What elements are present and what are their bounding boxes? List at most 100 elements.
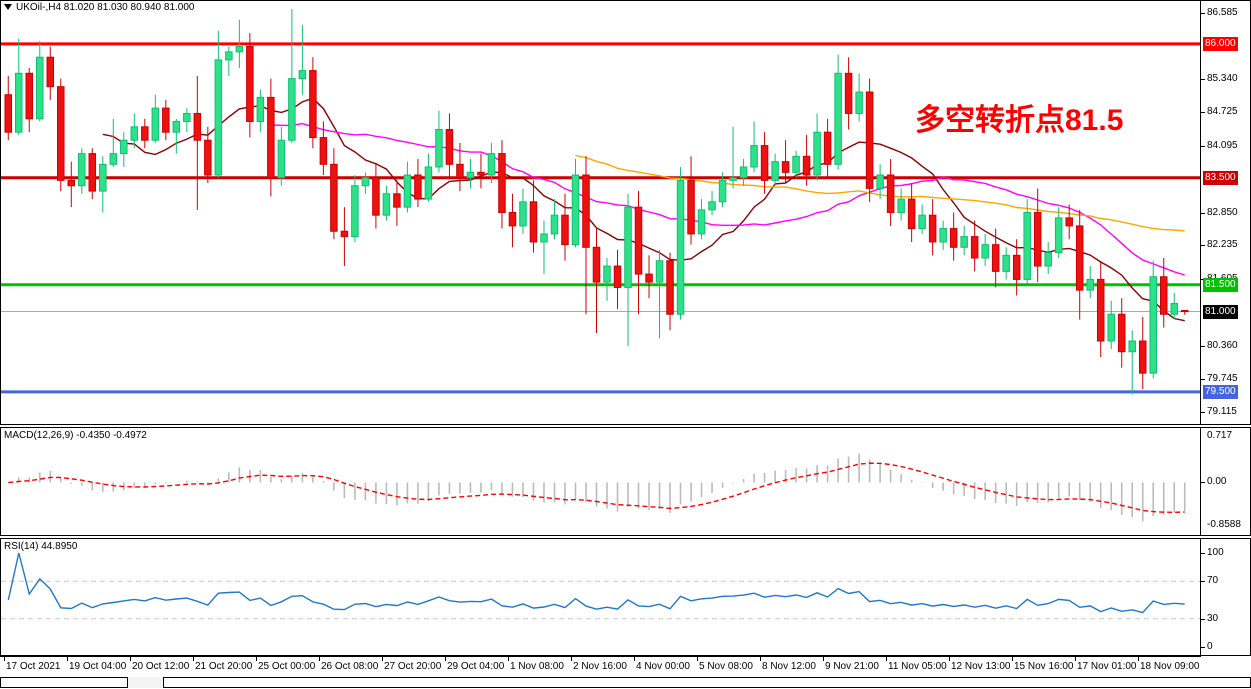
axis-tick: [1201, 345, 1205, 347]
candle-body: [477, 171, 485, 176]
price-tag[interactable]: 83.500: [1203, 170, 1238, 185]
axis-label: 70: [1207, 575, 1219, 587]
horizontal-scrollbar[interactable]: [0, 676, 1251, 689]
candle-body: [844, 72, 853, 114]
time-tick: [1075, 656, 1076, 661]
candle-body: [466, 171, 475, 179]
time-label: 26 Oct 08:00: [321, 661, 379, 672]
time-tick: [1138, 656, 1139, 661]
candle-body: [582, 174, 590, 248]
candle-body: [1065, 217, 1073, 227]
candle-body: [340, 230, 349, 238]
time-label: 8 Nov 12:00: [762, 661, 816, 672]
candle-body: [939, 228, 947, 243]
time-tick: [67, 656, 68, 661]
price-plot-area[interactable]: [1, 1, 1200, 424]
candle-body: [697, 209, 706, 235]
candle-body: [540, 233, 548, 243]
time-tick: [1012, 656, 1013, 661]
candle-body: [25, 72, 34, 120]
macd-title: MACD(12,26,9) -0.4350 -0.4972: [4, 430, 147, 441]
candle-body: [897, 198, 905, 213]
candle-body: [246, 46, 254, 122]
candle-body: [88, 153, 97, 192]
candle-body: [781, 161, 790, 173]
candle-body: [109, 153, 118, 165]
axis-label: 84.095: [1207, 139, 1238, 151]
candle-body: [393, 193, 401, 208]
axis-tick: [1201, 378, 1205, 380]
candle-body: [36, 56, 44, 120]
candle-body: [256, 96, 265, 122]
candle-body: [172, 120, 181, 133]
time-label: 18 Nov 09:00: [1140, 661, 1200, 672]
rsi-panel[interactable]: RSI(14) 44.8950 100 70 30 0: [0, 538, 1251, 656]
axis-label: 0: [1207, 641, 1213, 652]
candle-body: [865, 91, 874, 189]
candle-body: [687, 179, 695, 235]
price-tag[interactable]: 81.000: [1203, 304, 1238, 319]
scrollbar-thumb-right[interactable]: [163, 677, 1251, 688]
price-axis[interactable]: 86.58585.34084.72584.09582.85082.23581.6…: [1200, 1, 1250, 424]
price-tag[interactable]: 81.500: [1203, 277, 1238, 292]
time-tick: [256, 656, 257, 661]
price-tag[interactable]: 86.000: [1203, 36, 1238, 51]
macd-plot-area[interactable]: [1, 428, 1200, 535]
rsi-axis[interactable]: 100 70 30 0: [1200, 539, 1250, 655]
rsi-plot-area[interactable]: [1, 539, 1200, 655]
candle-body: [561, 214, 569, 246]
price-candles: [1, 9, 1200, 395]
candle-body: [1180, 309, 1189, 313]
time-label: 12 Nov 13:00: [951, 661, 1011, 672]
candle-body: [309, 70, 317, 139]
candle-body: [435, 129, 443, 168]
candle-body: [876, 174, 884, 189]
candle-body: [834, 72, 842, 165]
time-tick: [445, 656, 446, 661]
candle-body: [298, 70, 307, 80]
candle-body: [718, 179, 727, 203]
time-label: 9 Nov 21:00: [825, 661, 879, 672]
macd-axis[interactable]: 0.717 0.00 -0.8588: [1200, 428, 1250, 535]
time-tick: [319, 656, 320, 661]
candle-body: [193, 112, 202, 141]
candle-body: [319, 137, 328, 165]
time-label: 4 Nov 00:00: [636, 661, 690, 672]
candle-body: [645, 273, 653, 283]
candle-body: [802, 155, 811, 176]
candle-body: [151, 107, 160, 141]
candle-body: [771, 161, 779, 181]
candle-body: [960, 236, 968, 248]
candle-body: [4, 94, 13, 133]
time-label: 17 Oct 2021: [6, 661, 61, 672]
macd-signal-line: [8, 462, 1185, 514]
candle-body: [57, 86, 65, 181]
candle-body: [424, 166, 433, 200]
axis-tick: [1201, 412, 1205, 414]
time-tick: [508, 656, 509, 661]
candle-body: [1107, 313, 1115, 342]
macd-panel[interactable]: MACD(12,26,9) -0.4350 -0.4972 0.717 0.00 -…: [0, 427, 1251, 536]
candle-body: [235, 46, 244, 53]
scrollbar-thumb-left[interactable]: [0, 677, 128, 688]
candle-body: [1023, 212, 1031, 280]
candle-body: [1128, 340, 1136, 353]
candle-body: [498, 153, 506, 214]
candle-body: [130, 126, 139, 141]
axis-tick: [1201, 482, 1205, 484]
price-chart-panel[interactable]: 86.58585.34084.72584.09582.85082.23581.6…: [0, 0, 1251, 425]
candle-body: [1086, 278, 1094, 291]
axis-label: 80.360: [1207, 339, 1238, 351]
price-tag[interactable]: 79.500: [1203, 384, 1238, 399]
candle-body: [855, 91, 863, 114]
candle-body: [739, 166, 748, 179]
time-label: 21 Oct 20:00: [195, 661, 253, 672]
candle-body: [382, 193, 391, 216]
time-label: 15 Nov 16:00: [1014, 661, 1074, 672]
candle-body: [624, 206, 632, 288]
axis-label: 30: [1207, 612, 1219, 624]
time-label: 19 Oct 04:00: [69, 661, 127, 672]
triangle-down-icon[interactable]: [4, 4, 12, 10]
time-label: 1 Nov 08:00: [510, 661, 564, 672]
time-tick: [823, 656, 824, 661]
